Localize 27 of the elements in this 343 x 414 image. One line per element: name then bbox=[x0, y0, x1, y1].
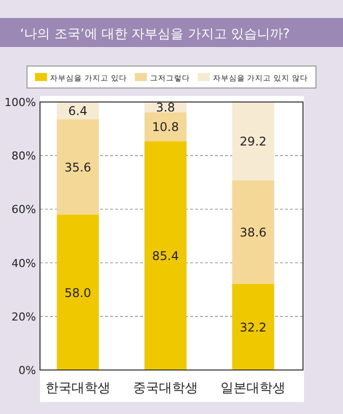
bar bbox=[144, 141, 186, 370]
bar bbox=[56, 119, 99, 215]
y-tick-label: 20% bbox=[12, 310, 36, 324]
y-tick-label: 80% bbox=[12, 150, 36, 163]
data-label: 29.2 bbox=[240, 134, 267, 149]
bar bbox=[56, 214, 99, 370]
y-tick-label: 0% bbox=[18, 364, 36, 377]
x-tick-label: 일본대학생 bbox=[220, 381, 286, 396]
y-tick-label: 60% bbox=[12, 203, 36, 216]
title-band: ‘나의 조국’에 대한 자부심을 가지고 있습니까? bbox=[0, 18, 343, 47]
y-tick-label: 100% bbox=[4, 96, 36, 109]
data-label: 3.8 bbox=[156, 100, 176, 115]
bar bbox=[232, 284, 274, 370]
data-label: 10.8 bbox=[152, 120, 179, 134]
data-label: 32.2 bbox=[240, 320, 267, 334]
bar bbox=[144, 112, 186, 142]
bar bbox=[232, 180, 274, 284]
data-label: 85.4 bbox=[152, 249, 179, 264]
x-tick-label: 한국대학생 bbox=[45, 381, 110, 396]
data-label: 58.0 bbox=[64, 286, 92, 300]
chart-title: ‘나의 조국’에 대한 자부심을 가지고 있습니까? bbox=[20, 27, 290, 42]
y-tick-label: 40% bbox=[12, 256, 36, 270]
data-label: 6.4 bbox=[68, 104, 88, 118]
bar bbox=[232, 102, 274, 180]
data-label: 38.6 bbox=[240, 225, 267, 240]
data-label: 35.6 bbox=[64, 160, 92, 174]
x-tick-label: 중국대학생 bbox=[133, 381, 198, 396]
